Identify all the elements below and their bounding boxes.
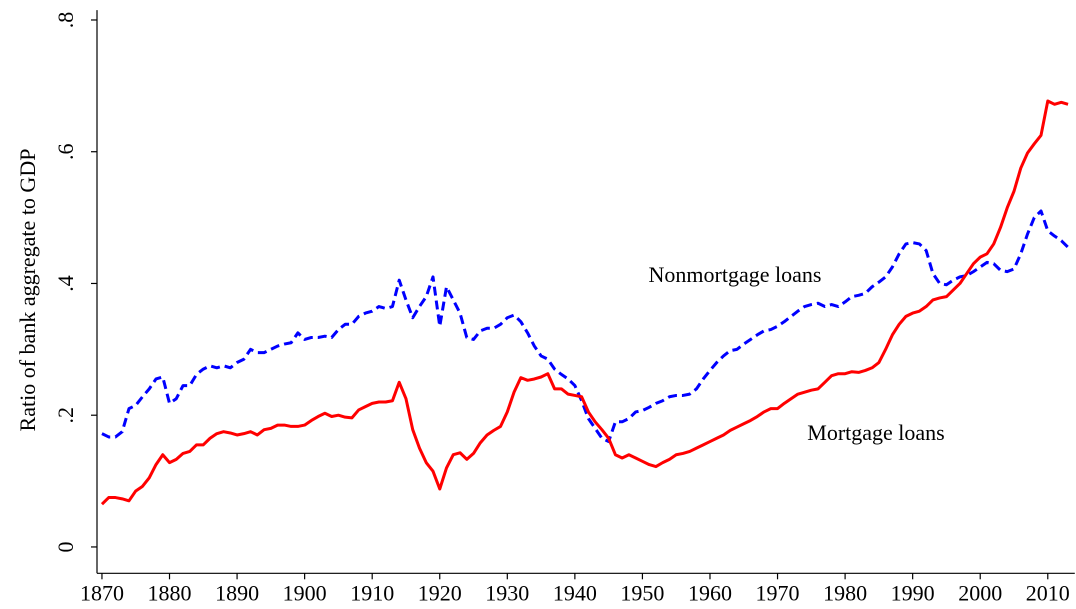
x-tick-label: 1940 — [553, 580, 597, 605]
y-tick-label: .2 — [53, 407, 78, 424]
x-tick-label: 1880 — [148, 580, 192, 605]
x-tick-label: 1870 — [80, 580, 124, 605]
y-tick-label: .6 — [53, 143, 78, 160]
x-tick-label: 1980 — [823, 580, 867, 605]
x-tick-label: 1920 — [418, 580, 462, 605]
x-tick-label: 2000 — [958, 580, 1002, 605]
x-tick-label: 1890 — [215, 580, 259, 605]
x-tick-label: 1960 — [688, 580, 732, 605]
x-tick-label: 1990 — [891, 580, 935, 605]
x-tick-label: 2010 — [1026, 580, 1070, 605]
x-tick-label: 1910 — [350, 580, 394, 605]
x-tick-label: 1900 — [283, 580, 327, 605]
series-line — [101, 209, 1070, 444]
y-tick-label: .8 — [53, 12, 78, 29]
x-tick-label: 1930 — [485, 580, 529, 605]
series-label: Nonmortgage loans — [649, 262, 822, 287]
series-line — [100, 99, 1069, 506]
x-tick-label: 1970 — [756, 580, 800, 605]
x-tick-label: 1950 — [620, 580, 664, 605]
series-label: Mortgage loans — [807, 420, 944, 445]
y-tick-label: 0 — [53, 541, 78, 552]
y-axis-label: Ratio of bank aggregate to GDP — [15, 149, 40, 432]
y-tick-label: .4 — [53, 275, 78, 292]
